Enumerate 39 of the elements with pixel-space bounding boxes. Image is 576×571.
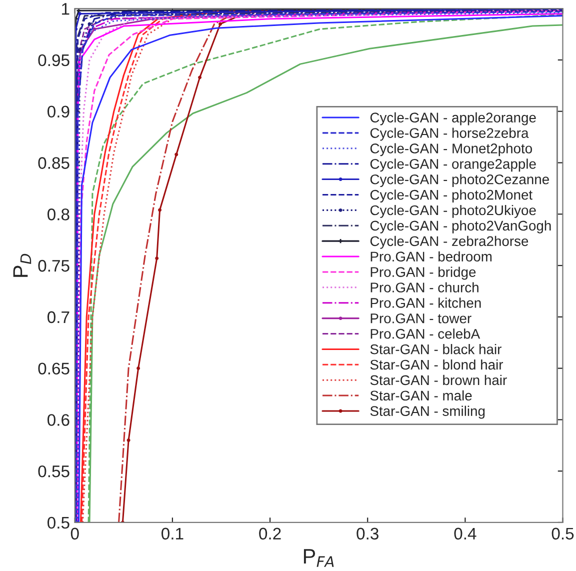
x-tick-label: 0.5	[552, 528, 574, 540]
legend-label: Cycle-GAN - photo2Monet	[370, 190, 532, 202]
legend-label: Cycle-GAN - photo2VanGogh	[370, 220, 551, 234]
legend-label: Cycle-GAN - Monet2photo	[370, 143, 532, 156]
x-tick-label: 0	[70, 528, 79, 540]
legend-label: Cycle-GAN - zebra2horse	[370, 236, 528, 249]
legend-label: Pro.GAN - church	[370, 282, 478, 292]
x-tick-label: 0.3	[356, 528, 378, 540]
legend-label: Cycle-GAN - photo2Cezanne	[370, 174, 549, 188]
legend-label: Cycle-GAN - horse2zebra	[370, 128, 529, 141]
y-tick-label: 0.85	[38, 157, 70, 169]
legend-label: Pro.GAN - kitchen	[370, 298, 481, 308]
x-tick-label: 0.4	[454, 528, 476, 540]
y-tick-label: 0.65	[38, 362, 70, 374]
y-tick-label: 0.9	[48, 106, 70, 118]
legend-label: Star-GAN - brown hair	[370, 374, 507, 386]
legend-label: Cycle-GAN - photo2Ukiyoe	[370, 204, 536, 218]
legend-label: Star-GAN - blond hair	[370, 359, 504, 370]
x-tick-label: 0.2	[259, 528, 281, 540]
y-tick-label: 0.75	[38, 260, 70, 272]
x-tick-label: 0.1	[162, 528, 184, 540]
y-tick-label: 1	[62, 3, 70, 15]
y-tick-label: 0.7	[48, 311, 70, 324]
legend-label: Pro.GAN - bridge	[370, 266, 476, 280]
legend-label: Cycle-GAN - apple2orange	[370, 112, 536, 126]
legend-label: Pro.GAN - bedroom	[370, 251, 492, 262]
y-tick-label: 0.95	[38, 54, 70, 66]
y-tick-label: 0.5	[48, 516, 70, 529]
legend-label: Cycle-GAN - orange2apple	[370, 158, 536, 172]
y-axis-title: P$_{D}$	[13, 254, 32, 277]
legend-label: Pro.GAN - tower	[370, 313, 472, 324]
y-tick-label: 0.6	[48, 414, 70, 426]
legend-label: Star-GAN - male	[370, 390, 472, 401]
y-tick-label: 0.8	[48, 208, 70, 220]
x-axis-title: P$_{FA}$	[304, 549, 334, 567]
legend-label: Star-GAN - black hair	[370, 344, 502, 354]
legend-label: Pro.GAN - celebA	[370, 328, 480, 339]
legend-label: Star-GAN - smiling	[370, 406, 485, 419]
y-tick-label: 0.55	[38, 465, 70, 478]
